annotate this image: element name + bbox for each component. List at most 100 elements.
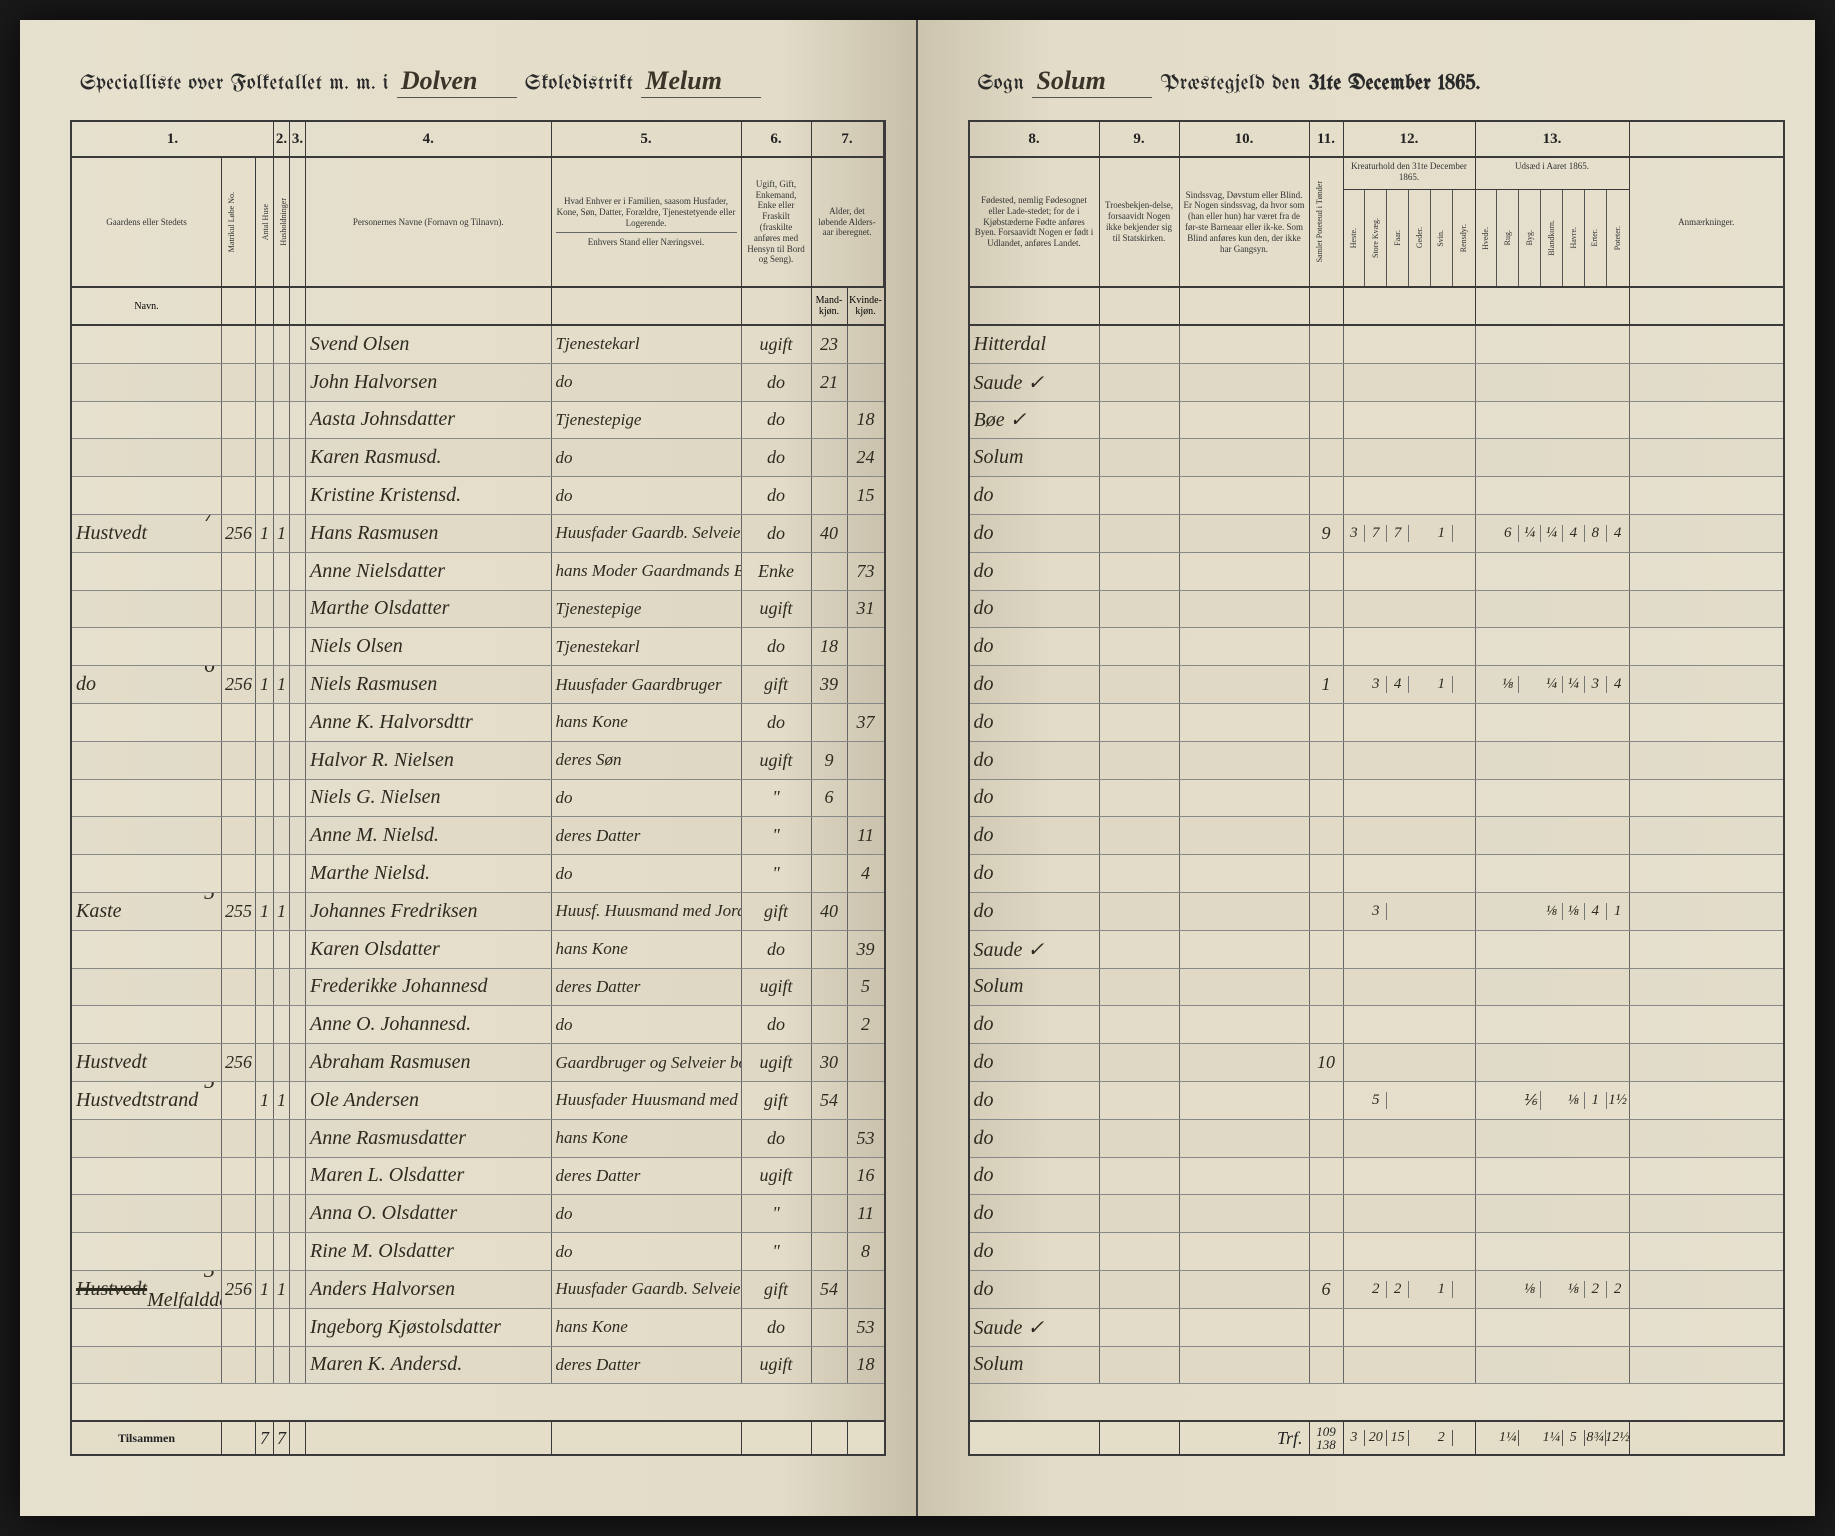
- cell-c11: [1310, 477, 1344, 514]
- cell-stilling: Huusfader Huusmand med Jord: [552, 1082, 742, 1119]
- cell-gaard: [72, 1195, 222, 1232]
- cell-hh-b: [290, 553, 306, 590]
- cell-stilling: deres Datter: [552, 817, 742, 854]
- cell-hh-b: [290, 326, 306, 363]
- cell-hus: [256, 477, 274, 514]
- cell-hh-b: [290, 364, 306, 401]
- cell-navn: Niels Olsen: [306, 628, 552, 665]
- cell-k: 11: [848, 1195, 884, 1232]
- col-1: 1.: [72, 122, 274, 156]
- cell-hus: [256, 402, 274, 439]
- footer-pers: [306, 1422, 552, 1454]
- cell-m: [812, 402, 848, 439]
- cell-hus: 1: [256, 515, 274, 552]
- cell-tro: [1100, 553, 1180, 590]
- cell-c11: [1310, 969, 1344, 1006]
- cell-anm: [1630, 1006, 1784, 1043]
- cell-k: 37: [848, 704, 884, 741]
- cell-hus: [256, 1044, 274, 1081]
- cell-t12: [1344, 1195, 1476, 1232]
- cell-stand: gift: [742, 1082, 812, 1119]
- rb-anm: [1630, 288, 1784, 324]
- cell-nr: [222, 1006, 256, 1043]
- cell-stilling: do: [552, 855, 742, 892]
- col-5: 5.: [552, 122, 742, 156]
- cell-gaard: [72, 477, 222, 514]
- cell-t12: [1344, 817, 1476, 854]
- cell-stand: Enke: [742, 553, 812, 590]
- sb-hhb: [290, 288, 306, 324]
- table-row: do 5 ⅙⅛11½: [970, 1082, 1784, 1120]
- cell-navn: Ole Andersen: [306, 1082, 552, 1119]
- cell-t13: [1476, 817, 1630, 854]
- cell-fodested: do: [970, 704, 1100, 741]
- cell-nr: [222, 1082, 256, 1119]
- prest-label: Præstegjeld den: [1160, 74, 1300, 95]
- left-grid: 1. 2. 3. 4. 5. 6. 7. Gaardens eller Sted…: [70, 120, 886, 1456]
- cell-t13: [1476, 969, 1630, 1006]
- sub-c7: Alder, det løbende Alders-aar iberegnet.: [812, 158, 884, 286]
- cell-hh-a: [274, 969, 290, 1006]
- cell-t12: 221: [1344, 1271, 1476, 1308]
- table-row: Anna O. Olsdatter do " 11: [72, 1195, 884, 1233]
- cell-sinds: [1180, 817, 1310, 854]
- right-footer: Trf. 109 138 320152 1¼1¼58¾12½: [970, 1420, 1784, 1454]
- tally-col-label: Rug.: [1502, 226, 1514, 249]
- cell-anm: [1630, 1120, 1784, 1157]
- cell-stand: ugift: [742, 1044, 812, 1081]
- cell-tro: [1100, 326, 1180, 363]
- cell-sinds: [1180, 742, 1310, 779]
- cell-navn: Ingeborg Kjøstolsdatter: [306, 1309, 552, 1346]
- cell-gaard: [72, 364, 222, 401]
- cell-k: [848, 1044, 884, 1081]
- tally-col-label: Svin.: [1435, 226, 1447, 251]
- cell-hh-a: 1: [274, 1271, 290, 1308]
- cell-c11: [1310, 704, 1344, 741]
- cell-hh-b: [290, 666, 306, 703]
- cell-m: 54: [812, 1082, 848, 1119]
- cell-anm: [1630, 1233, 1784, 1270]
- cell-stand: ugift: [742, 969, 812, 1006]
- cell-anm: [1630, 477, 1784, 514]
- cell-t12: [1344, 591, 1476, 628]
- col-2: 2.: [274, 122, 290, 156]
- cell-hus: [256, 591, 274, 628]
- cell-anm: [1630, 364, 1784, 401]
- table-row: do: [970, 1120, 1784, 1158]
- sb-nr: [222, 288, 256, 324]
- cell-stilling: Huusfader Gaardb. Selveier og Tømmermand: [552, 1271, 742, 1308]
- table-row: Niels G. Nielsen do " 6: [72, 780, 884, 818]
- cell-k: [848, 742, 884, 779]
- cell-hh-a: [274, 553, 290, 590]
- cell-stilling: deres Datter: [552, 969, 742, 1006]
- cell-t13: [1476, 780, 1630, 817]
- col-number-row: 1. 2. 3. 4. 5. 6. 7.: [72, 122, 884, 158]
- cell-sinds: [1180, 1309, 1310, 1346]
- cell-hh-a: 1: [274, 1082, 290, 1119]
- cell-stand: ": [742, 1195, 812, 1232]
- cell-nr: [222, 439, 256, 476]
- cell-hus: [256, 553, 274, 590]
- cell-t13: [1476, 326, 1630, 363]
- table-row: do: [970, 628, 1784, 666]
- cell-nr: 255: [222, 893, 256, 930]
- cell-sinds: [1180, 628, 1310, 665]
- cell-anm: [1630, 1347, 1784, 1384]
- cell-k: 4: [848, 855, 884, 892]
- cell-t12: [1344, 1233, 1476, 1270]
- cell-gaard: do6: [72, 666, 222, 703]
- cell-c11: [1310, 1347, 1344, 1384]
- cell-hh-a: [274, 477, 290, 514]
- cell-tro: [1100, 364, 1180, 401]
- table-row: do: [970, 477, 1784, 515]
- cell-hh-b: [290, 969, 306, 1006]
- cell-t13: [1476, 1233, 1630, 1270]
- cell-fodested: Saude ✓: [970, 1309, 1100, 1346]
- cell-tro: [1100, 591, 1180, 628]
- cell-navn: Halvor R. Nielsen: [306, 742, 552, 779]
- cell-sinds: [1180, 780, 1310, 817]
- cell-k: 5: [848, 969, 884, 1006]
- tally-col-label: Poteter.: [1612, 222, 1624, 254]
- cell-nr: [222, 855, 256, 892]
- cell-t12: [1344, 477, 1476, 514]
